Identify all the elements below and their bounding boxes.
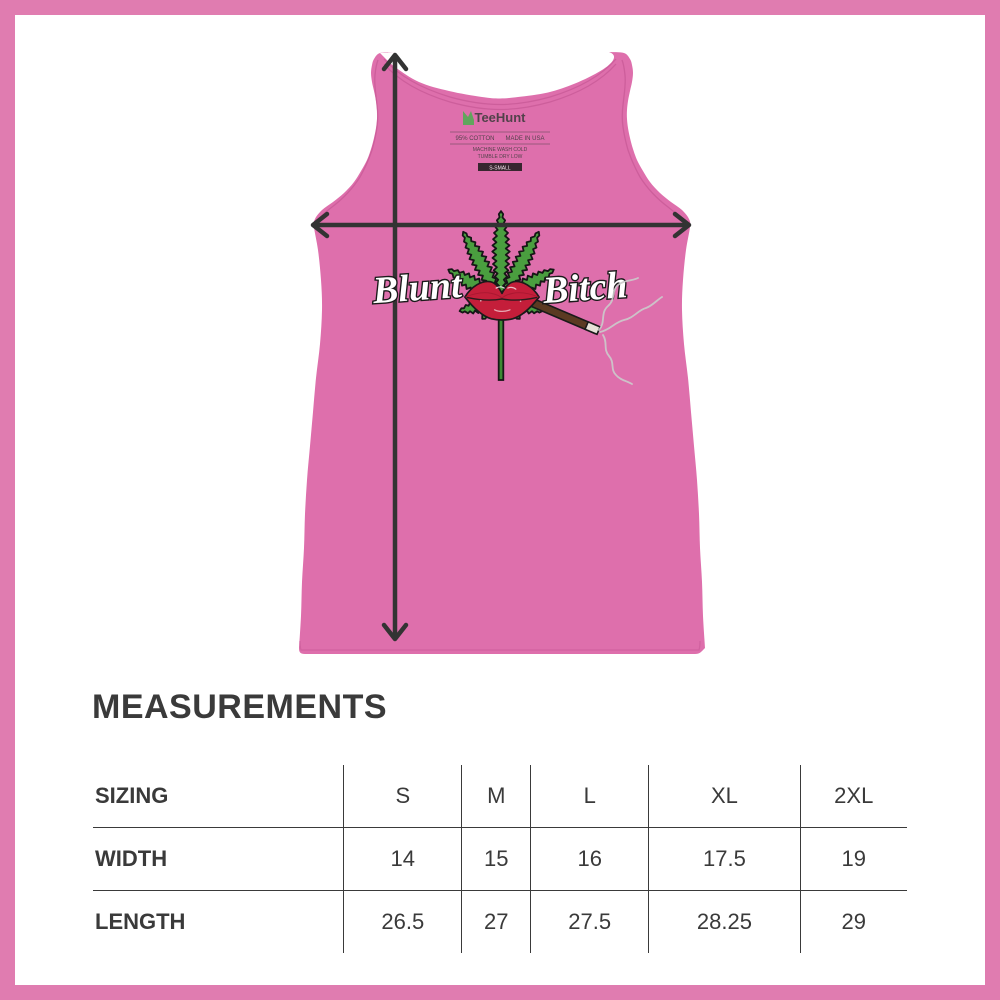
svg-text:TUMBLE DRY LOW: TUMBLE DRY LOW (478, 154, 523, 160)
svg-text:S-SMALL: S-SMALL (489, 166, 511, 172)
svg-text:MACHINE WASH COLD: MACHINE WASH COLD (473, 147, 528, 153)
svg-text:TeeHunt: TeeHunt (474, 110, 526, 125)
svg-text:Blunt: Blunt (370, 264, 464, 312)
svg-text:MADE IN USA: MADE IN USA (505, 136, 544, 142)
svg-text:95% COTTON: 95% COTTON (456, 136, 495, 142)
